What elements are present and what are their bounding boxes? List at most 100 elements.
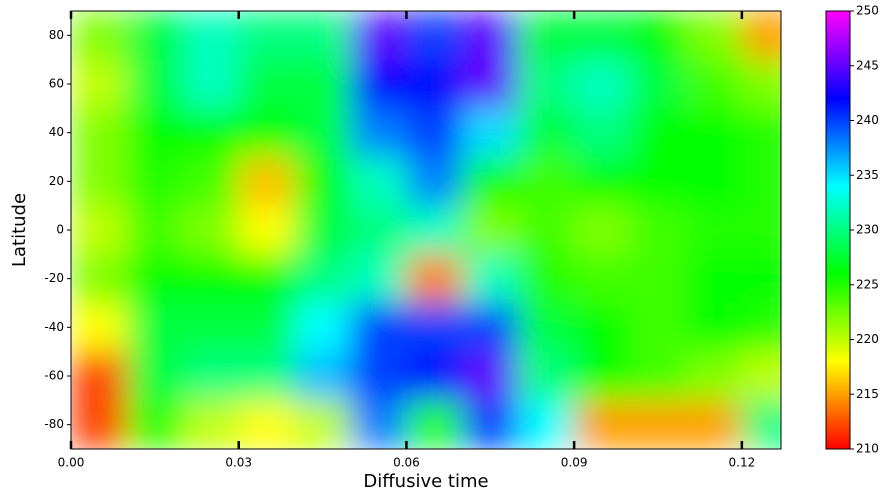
heat-cell xyxy=(685,351,743,401)
y-tick-label: 80 xyxy=(49,28,64,42)
heat-cell xyxy=(182,11,240,61)
heat-cell xyxy=(406,157,463,207)
heat-cell xyxy=(406,205,463,255)
y-tick-label: -60 xyxy=(44,369,64,383)
heat-cell xyxy=(182,303,240,353)
heat-cell xyxy=(238,254,296,304)
colorbar-tick-label: 240 xyxy=(856,113,879,127)
heat-cell xyxy=(741,157,781,207)
heat-cell xyxy=(518,108,575,158)
heat-cell xyxy=(741,59,781,109)
heat-cell xyxy=(741,303,781,353)
heat-cell xyxy=(685,205,743,255)
heat-cell xyxy=(630,108,687,158)
heat-cell xyxy=(630,254,687,304)
heat-cell xyxy=(741,400,781,449)
heat-cell xyxy=(350,254,407,304)
heat-cell xyxy=(71,157,128,207)
heat-cell xyxy=(462,108,519,158)
heat-cell xyxy=(294,205,352,255)
heat-cell xyxy=(574,59,631,109)
heat-cell xyxy=(406,400,463,449)
heat-cell xyxy=(630,59,687,109)
heat-cell xyxy=(126,108,184,158)
heat-cell xyxy=(238,108,296,158)
heat-cell xyxy=(294,108,352,158)
heat-cell xyxy=(685,11,743,61)
y-tick-label: 20 xyxy=(49,174,64,188)
heat-cell xyxy=(574,400,631,449)
heat-cell xyxy=(574,11,631,61)
heat-cell xyxy=(126,157,184,207)
heat-cell xyxy=(462,303,519,353)
heat-cell xyxy=(238,303,296,353)
heat-cell xyxy=(685,254,743,304)
x-tick-label: 0.09 xyxy=(561,456,588,470)
heat-cell xyxy=(630,303,687,353)
heat-cell xyxy=(630,157,687,207)
heat-cell xyxy=(685,303,743,353)
heat-cell xyxy=(518,205,575,255)
heat-cell xyxy=(406,11,463,61)
heat-cell xyxy=(741,11,781,61)
heat-cell xyxy=(182,157,240,207)
heat-cell xyxy=(182,59,240,109)
heat-cell xyxy=(182,400,240,449)
heat-cell xyxy=(71,351,128,401)
heat-cell xyxy=(574,303,631,353)
colorbar-tick-label: 230 xyxy=(856,223,879,237)
heat-cell xyxy=(238,351,296,401)
heat-cell xyxy=(182,351,240,401)
x-axis-label: Diffusive time xyxy=(363,471,488,492)
heat-cell xyxy=(574,205,631,255)
heat-cell xyxy=(350,400,407,449)
heat-cell xyxy=(406,108,463,158)
x-tick-label: 0.03 xyxy=(225,456,252,470)
heat-cell xyxy=(685,59,743,109)
colorbar-tick-label: 220 xyxy=(856,332,879,346)
heat-cell xyxy=(630,400,687,449)
heat-cell xyxy=(238,400,296,449)
heat-cell xyxy=(685,157,743,207)
heat-cell xyxy=(518,157,575,207)
heat-cell xyxy=(126,351,184,401)
heat-cell xyxy=(462,157,519,207)
heat-cell xyxy=(350,303,407,353)
heat-cell xyxy=(518,11,575,61)
heat-cell xyxy=(574,108,631,158)
colorbar-tick-label: 250 xyxy=(856,4,879,18)
heat-cell xyxy=(462,59,519,109)
heat-cell xyxy=(462,351,519,401)
heat-cell xyxy=(182,254,240,304)
heat-cell xyxy=(238,59,296,109)
heat-cell xyxy=(518,254,575,304)
colorbar-tick-label: 210 xyxy=(856,442,879,456)
heat-cell xyxy=(741,351,781,401)
heat-cell xyxy=(182,108,240,158)
heat-cell xyxy=(741,254,781,304)
heat-cell xyxy=(294,303,352,353)
heat-cell xyxy=(630,11,687,61)
heat-cell xyxy=(126,205,184,255)
heat-cell xyxy=(126,303,184,353)
heat-cell xyxy=(406,351,463,401)
heat-cell xyxy=(350,59,407,109)
heat-cell xyxy=(518,303,575,353)
heat-cell xyxy=(294,254,352,304)
y-tick-label: 40 xyxy=(49,125,64,139)
colorbar-tick-label: 225 xyxy=(856,277,879,291)
heat-cell xyxy=(574,157,631,207)
heat-cell xyxy=(741,108,781,158)
heat-cell xyxy=(350,351,407,401)
y-tick-label: 60 xyxy=(49,77,64,91)
heat-cell xyxy=(462,11,519,61)
heat-cell xyxy=(238,11,296,61)
heat-cell xyxy=(406,59,463,109)
heat-cell xyxy=(294,351,352,401)
heat-cell xyxy=(574,351,631,401)
heat-cell xyxy=(182,205,240,255)
heat-cell xyxy=(350,157,407,207)
heat-cell xyxy=(71,303,128,353)
plot-area xyxy=(71,11,781,449)
